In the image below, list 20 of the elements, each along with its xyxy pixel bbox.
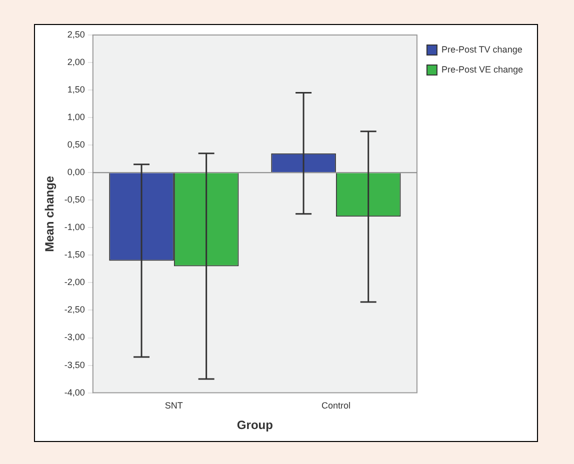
y-tick-label: -2,00 <box>64 277 85 288</box>
y-tick-label: 1,50 <box>67 84 85 95</box>
y-tick-label: 0,00 <box>67 167 85 178</box>
y-tick-label: 2,00 <box>67 57 85 68</box>
x-axis-title: Group <box>236 418 273 432</box>
y-tick-label: -0,50 <box>64 194 85 205</box>
x-tick-label: SNT <box>164 400 184 411</box>
y-tick-label: 2,50 <box>67 29 85 40</box>
y-tick-label: -1,00 <box>64 222 85 232</box>
x-tick-label: Control <box>321 400 350 411</box>
y-tick-label: -3,50 <box>64 360 85 370</box>
y-tick-label: -4,00 <box>64 387 85 398</box>
y-tick-label: 1,00 <box>67 112 85 122</box>
y-tick-label: -3,00 <box>64 332 85 342</box>
y-tick-label: 0,50 <box>67 140 85 150</box>
legend-label: Pre-Post VE change <box>441 64 523 74</box>
y-tick-label: -1,50 <box>64 250 85 260</box>
legend-label: Pre-Post TV change <box>441 44 522 54</box>
y-tick-label: -2,50 <box>64 304 85 315</box>
y-axis-title: Mean change <box>42 176 57 252</box>
